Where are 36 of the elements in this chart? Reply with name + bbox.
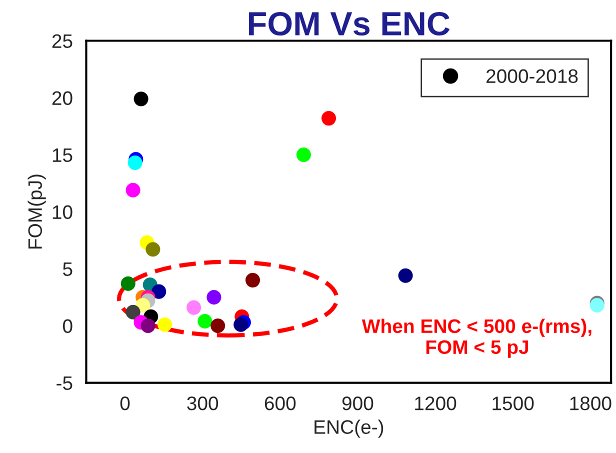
x-tick-label: 1500 xyxy=(492,396,534,410)
x-tick-label: 0 xyxy=(120,396,130,410)
point xyxy=(186,300,202,315)
legend-label: 2000-2018 xyxy=(486,69,578,84)
y-tick-label: 5 xyxy=(63,262,72,276)
annotation: When ENC < 500 e-(rms), FOM < 5 pJ xyxy=(362,318,592,358)
point xyxy=(321,111,336,126)
y-axis-title: FOM(pJ) xyxy=(28,174,46,249)
point xyxy=(134,92,148,106)
y-tick-label: 25 xyxy=(52,34,72,48)
point xyxy=(146,242,160,257)
point xyxy=(126,304,140,320)
x-tick-label: 900 xyxy=(342,396,374,410)
point xyxy=(120,276,136,291)
point xyxy=(210,318,226,334)
y-tick-label: -5 xyxy=(56,376,72,390)
y-tick-label: 15 xyxy=(52,148,72,162)
point xyxy=(158,317,172,332)
chart-title: FOM Vs ENC xyxy=(249,12,450,36)
x-tick-label: 1800 xyxy=(570,396,612,410)
point xyxy=(206,290,222,305)
point xyxy=(126,182,140,198)
x-tick-label: 1200 xyxy=(415,396,456,410)
x-tick-label: 600 xyxy=(264,396,296,410)
x-tick-label: 300 xyxy=(187,396,218,410)
point xyxy=(398,268,413,283)
x-axis-title: ENC(e-) xyxy=(314,420,384,438)
point xyxy=(128,155,142,170)
point xyxy=(296,147,311,162)
point xyxy=(152,284,166,299)
y-tick-label: 10 xyxy=(52,205,72,220)
y-tick-label: 20 xyxy=(52,91,72,106)
point xyxy=(245,272,260,288)
point xyxy=(140,318,156,334)
point xyxy=(198,314,212,329)
y-tick-label: 0 xyxy=(62,319,72,334)
